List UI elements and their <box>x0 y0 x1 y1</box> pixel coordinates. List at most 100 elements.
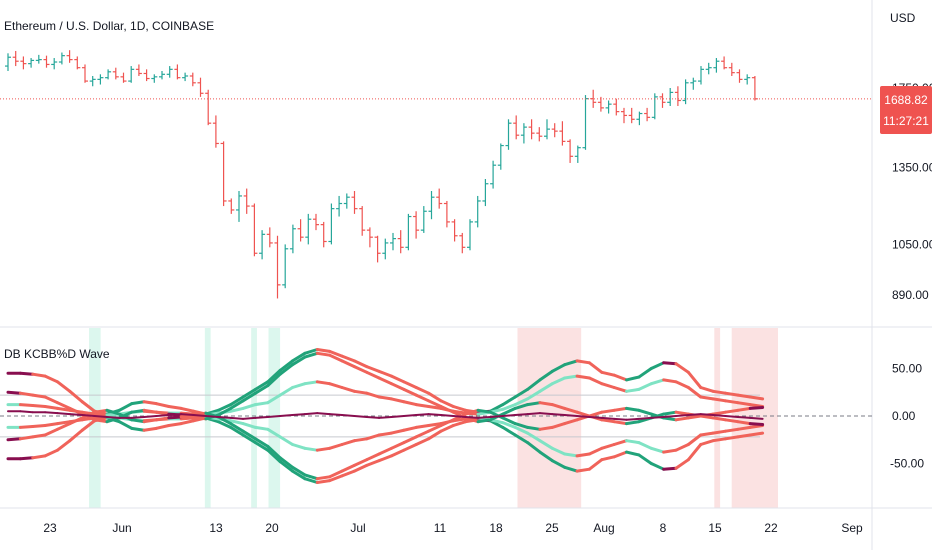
time-tick-label[interactable]: Sep <box>841 521 863 535</box>
price-bar <box>343 193 350 209</box>
price-bar <box>736 69 743 83</box>
time-tick-label[interactable]: 20 <box>265 521 279 535</box>
price-bar <box>567 139 574 163</box>
indicator-title[interactable]: DB KCBB%D Wave <box>4 347 110 361</box>
price-bar <box>467 219 473 251</box>
price-bar <box>112 67 119 80</box>
countdown-timer: 11:27:21 <box>883 114 929 128</box>
price-bar <box>397 230 404 254</box>
price-tick-label[interactable]: 1050.00 <box>892 237 932 251</box>
last-price-value: 1688.82 <box>884 93 928 107</box>
candlestick-series <box>5 50 758 299</box>
price-bar <box>405 213 412 251</box>
price-bar <box>135 64 142 76</box>
price-bar <box>382 238 389 260</box>
time-tick-label[interactable]: Jun <box>112 521 131 535</box>
price-bar <box>35 54 42 64</box>
price-bar <box>682 79 689 105</box>
price-bar <box>313 213 319 231</box>
price-bar <box>266 227 273 248</box>
time-tick-label[interactable]: 15 <box>708 521 722 535</box>
indicator-axis-ticks[interactable]: 50.00 0.00 -50.00 <box>890 362 924 471</box>
price-bar <box>513 115 520 140</box>
time-tick-label[interactable]: 8 <box>660 521 667 535</box>
wave-line <box>7 410 764 421</box>
price-bar <box>197 77 204 97</box>
price-bar <box>328 203 335 245</box>
price-bar <box>351 191 358 214</box>
price-bar <box>667 88 674 107</box>
price-bar <box>174 64 181 80</box>
indicator-tick-label[interactable]: 0.00 <box>892 409 916 423</box>
price-bar <box>628 107 635 124</box>
price-bar <box>336 195 343 217</box>
price-bar <box>520 123 527 144</box>
price-bar <box>390 232 396 251</box>
price-bar <box>459 232 466 254</box>
price-bar <box>659 93 666 108</box>
main-chart-title[interactable]: Ethereum / U.S. Dollar, 1D, COINBASE <box>4 19 214 33</box>
price-bar <box>374 235 381 263</box>
price-tick-label[interactable]: 1350.00 <box>892 160 932 174</box>
price-bar <box>713 58 720 73</box>
price-bar <box>259 230 266 260</box>
price-bar <box>420 206 427 233</box>
price-bar <box>205 89 212 126</box>
time-tick-label[interactable]: 25 <box>545 521 559 535</box>
price-bar <box>51 58 58 70</box>
price-bar <box>505 119 512 150</box>
price-bar <box>443 200 450 228</box>
price-bar <box>551 123 558 138</box>
wave-line <box>6 416 765 484</box>
price-bar <box>413 211 420 239</box>
price-bar <box>436 188 443 209</box>
price-bar <box>613 98 620 116</box>
indicator-tick-label[interactable]: -50.00 <box>890 457 924 471</box>
time-axis-ticks[interactable]: 23 Jun 13 20 Jul 11 18 25 Aug 8 15 22 Sep <box>43 521 863 535</box>
price-bar <box>644 107 651 122</box>
wave-line <box>6 405 765 481</box>
price-bar <box>97 74 104 85</box>
price-bar <box>82 64 88 83</box>
indicator-guide-lines <box>0 394 872 438</box>
price-bar <box>690 77 697 90</box>
price-bar <box>189 72 196 87</box>
signal-zone <box>268 328 281 508</box>
price-bar <box>674 86 681 107</box>
price-bar <box>282 244 289 289</box>
time-tick-label[interactable]: Aug <box>593 521 614 535</box>
price-bar <box>574 145 581 163</box>
price-bar <box>451 219 458 242</box>
price-bar <box>12 50 19 67</box>
price-bar <box>58 52 65 65</box>
price-bar <box>166 66 173 78</box>
price-bar <box>651 93 658 120</box>
price-bar <box>74 56 81 70</box>
price-bar <box>536 127 543 142</box>
price-bar <box>721 56 728 70</box>
price-bar <box>305 213 312 245</box>
time-tick-label[interactable]: Jul <box>350 521 365 535</box>
time-tick-label[interactable]: 11 <box>434 521 447 535</box>
price-bar <box>636 111 643 126</box>
time-tick-label[interactable]: 23 <box>43 521 57 535</box>
price-bar <box>297 219 304 242</box>
currency-label[interactable]: USD <box>890 11 916 25</box>
time-tick-label[interactable]: 22 <box>764 521 778 535</box>
time-tick-label[interactable]: 18 <box>489 521 503 535</box>
price-bar <box>366 227 373 248</box>
price-bar <box>274 235 281 299</box>
price-bar <box>705 62 712 75</box>
time-tick-label[interactable]: 13 <box>209 521 223 535</box>
price-bar <box>89 75 96 87</box>
price-bar <box>212 115 219 148</box>
price-bar <box>497 143 504 170</box>
wave-series <box>6 348 765 484</box>
indicator-tick-label[interactable]: 50.00 <box>892 362 922 376</box>
price-tick-label[interactable]: 890.00 <box>892 288 929 302</box>
signal-zone <box>517 328 582 508</box>
price-bar <box>228 198 235 214</box>
price-bar <box>66 50 73 63</box>
